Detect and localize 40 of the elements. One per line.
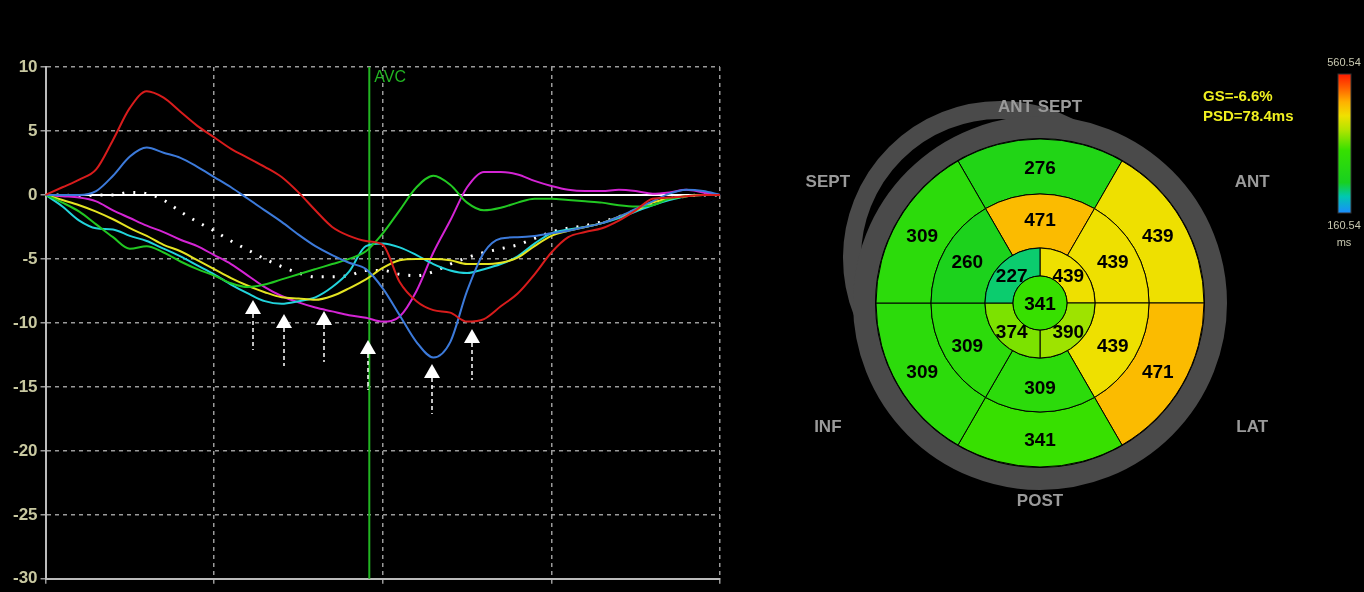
text: ms [1336,236,1352,248]
y-tick-label: -20 [12,440,38,460]
line-series [44,90,721,323]
text: 439 [1052,264,1085,286]
text: 390 [1052,321,1085,343]
y-tick-label: 5 [28,120,38,140]
y-tick-label: 0 [28,184,38,204]
text: 309 [1024,377,1056,398]
y-tick-label: 10 [18,56,38,76]
text: LAT [1236,416,1269,436]
text: 341 [1024,293,1057,314]
text: 276 [1024,157,1056,178]
annotation: AVC [374,68,407,86]
text: ANT SEPT [997,97,1083,116]
text: 309 [906,225,939,246]
text: 439 [1096,335,1129,356]
text: PSD=78.4ms [1203,107,1294,124]
text: 471 [1141,361,1175,382]
text: 439 [1096,251,1129,272]
text: 160.54 [1327,219,1361,231]
text: POST [1016,491,1064,510]
y-tick-label: -10 [12,312,38,332]
text: 309 [951,335,984,356]
text: 471 [1024,209,1057,230]
y-tick-label: -30 [12,568,38,588]
text: 560.54 [1327,56,1361,68]
y-tick-label: -15 [12,376,38,396]
text: 341 [1024,429,1057,450]
text: SEPT [805,171,851,191]
line-series [44,146,721,359]
text: 374 [995,321,1028,343]
text: ANT [1234,171,1271,191]
text: INF [814,416,842,436]
text: GS=-6.6% [1203,87,1273,104]
text: 309 [906,361,939,382]
y-tick-label: -5 [22,248,38,268]
text: 260 [951,251,984,272]
text: 439 [1141,225,1174,246]
text: 227 [995,264,1028,286]
y-tick-label: -25 [12,504,38,524]
